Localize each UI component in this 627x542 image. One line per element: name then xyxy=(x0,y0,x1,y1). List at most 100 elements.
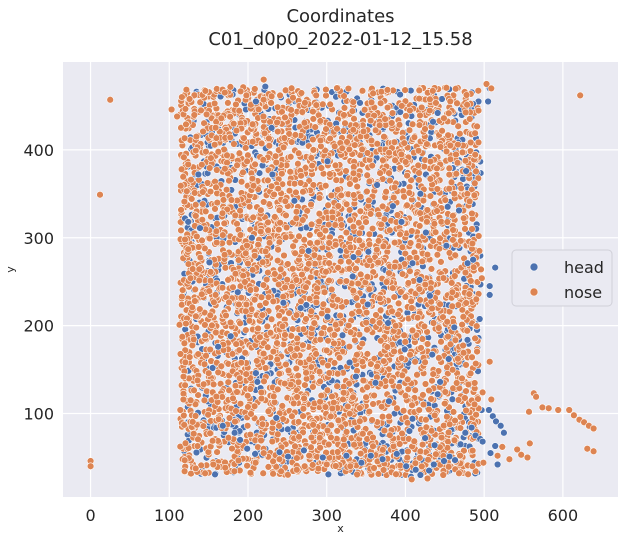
scatter-point-nose xyxy=(433,251,442,259)
scatter-point-head xyxy=(469,256,477,264)
scatter-point-nose xyxy=(249,138,257,146)
scatter-point-nose xyxy=(273,118,281,127)
scatter-point-nose xyxy=(375,210,383,219)
scatter-point-nose xyxy=(365,230,374,238)
scatter-point-nose xyxy=(326,100,334,109)
scatter-point-nose xyxy=(307,154,316,162)
scatter-point-nose xyxy=(423,250,432,259)
scatter-point-nose xyxy=(300,394,308,403)
scatter-point-nose xyxy=(404,279,413,287)
scatter-point-nose xyxy=(307,220,316,229)
scatter-point-nose xyxy=(199,127,207,136)
scatter-point-nose xyxy=(289,242,297,250)
scatter-point-nose xyxy=(415,86,423,95)
scatter-point-head xyxy=(302,301,310,309)
scatter-point-nose xyxy=(292,188,300,197)
scatter-point-nose xyxy=(446,420,454,428)
scatter-point-nose xyxy=(211,291,220,299)
scatter-point-nose xyxy=(326,134,334,143)
scatter-point-nose xyxy=(280,251,288,260)
scatter-point-nose xyxy=(433,164,441,173)
scatter-point-nose xyxy=(363,350,372,358)
scatter-point-nose xyxy=(274,385,282,394)
scatter-point-nose xyxy=(425,405,433,414)
scatter-point-nose xyxy=(456,130,464,138)
scatter-point-nose xyxy=(383,103,392,112)
scatter-point-nose xyxy=(354,279,362,288)
scatter-point-nose xyxy=(292,364,300,373)
scatter-point-nose xyxy=(259,96,268,104)
scatter-point-nose xyxy=(208,321,216,330)
scatter-point-head xyxy=(342,452,351,460)
scatter-point-head xyxy=(356,99,364,107)
scatter-point-nose xyxy=(264,268,272,277)
scatter-point-nose xyxy=(177,182,185,190)
scatter-point-nose xyxy=(226,113,234,121)
scatter-point-nose xyxy=(356,207,365,215)
scatter-point-nose xyxy=(346,216,354,224)
scatter-point-nose xyxy=(471,151,479,159)
scatter-point-nose xyxy=(380,133,388,141)
scatter-point-nose xyxy=(312,298,321,307)
scatter-point-nose xyxy=(445,170,453,179)
scatter-point-nose xyxy=(298,247,306,255)
scatter-point-nose xyxy=(181,439,190,447)
scatter-point-head xyxy=(324,470,333,479)
scatter-point-nose xyxy=(389,442,398,450)
scatter-point-nose xyxy=(242,326,250,334)
scatter-point-nose xyxy=(259,281,268,289)
scatter-point-nose xyxy=(214,368,222,377)
scatter-point-nose xyxy=(204,411,212,419)
scatter-point-nose xyxy=(468,225,476,233)
scatter-point-nose xyxy=(355,307,363,316)
scatter-point-nose xyxy=(202,207,210,216)
scatter-point-nose xyxy=(281,331,289,339)
scatter-point-nose xyxy=(324,361,332,370)
scatter-point-head xyxy=(194,170,203,179)
scatter-point-head xyxy=(252,97,260,106)
scatter-point-nose xyxy=(210,99,219,108)
scatter-point-nose xyxy=(246,430,254,439)
scatter-point-nose xyxy=(438,127,446,135)
scatter-point-nose xyxy=(408,401,416,409)
scatter-point-nose xyxy=(363,171,371,179)
scatter-point-head xyxy=(364,248,373,256)
scatter-point-nose xyxy=(224,434,233,442)
scatter-point-nose xyxy=(177,206,185,214)
scatter-point-nose xyxy=(190,335,198,344)
scatter-point-nose xyxy=(317,391,325,400)
scatter-point-nose xyxy=(418,440,427,449)
scatter-point-nose xyxy=(328,285,336,294)
scatter-point-nose xyxy=(291,131,300,139)
scatter-point-head xyxy=(408,259,417,267)
scatter-point-nose xyxy=(415,176,423,184)
scatter-point-nose xyxy=(266,329,275,337)
scatter-point-nose xyxy=(290,399,298,408)
scatter-point-nose xyxy=(210,298,218,306)
scatter-point-head xyxy=(476,315,484,323)
scatter-point-nose xyxy=(231,417,239,426)
scatter-point-nose xyxy=(403,453,411,462)
scatter-point-nose xyxy=(288,138,296,146)
scatter-point-nose xyxy=(221,264,230,272)
scatter-point-nose xyxy=(466,369,475,378)
scatter-point-nose xyxy=(256,333,264,341)
scatter-point-nose xyxy=(348,310,356,318)
scatter-point-nose xyxy=(257,388,266,397)
scatter-point-nose xyxy=(200,360,209,368)
scatter-point-nose xyxy=(276,91,284,100)
scatter-point-nose xyxy=(257,293,266,301)
scatter-point-head xyxy=(371,379,380,387)
scatter-point-nose xyxy=(416,222,424,230)
scatter-point-nose xyxy=(306,239,314,247)
scatter-point-nose xyxy=(366,256,374,265)
scatter-point-nose xyxy=(287,380,295,389)
scatter-point-nose xyxy=(448,302,456,310)
scatter-point-nose xyxy=(442,147,451,156)
scatter-point-nose xyxy=(183,187,191,195)
scatter-point-nose xyxy=(185,95,194,103)
scatter-point-nose xyxy=(302,283,310,291)
scatter-point-nose xyxy=(333,427,341,435)
scatter-point-head xyxy=(448,395,457,403)
scatter-point-nose xyxy=(269,470,277,478)
